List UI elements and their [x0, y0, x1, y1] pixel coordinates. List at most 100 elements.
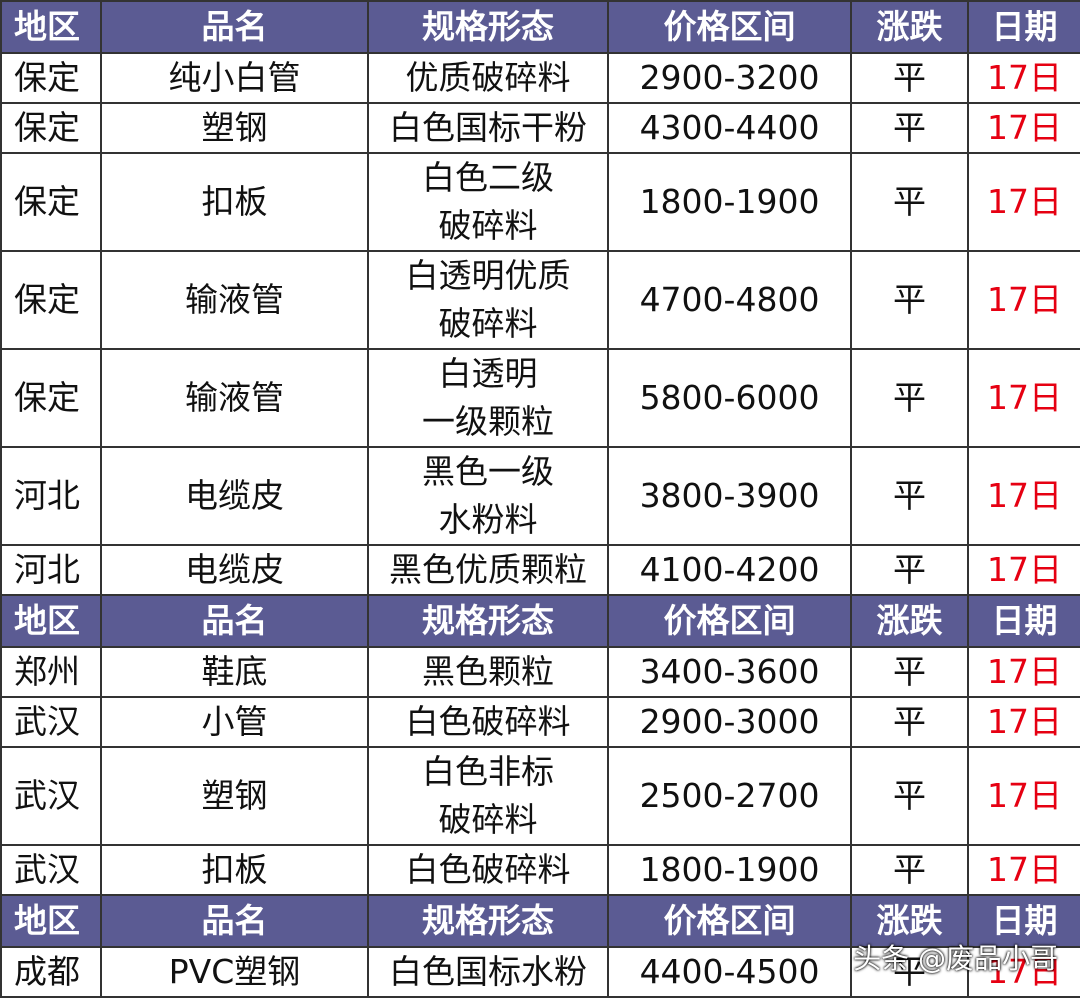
- cell: 平: [850, 446, 969, 546]
- data-row: 河北 电缆皮 黑色优质颗粒 4100-4200 平 17日: [0, 544, 1080, 596]
- header-cell: 地区: [0, 894, 102, 948]
- data-row: 武汉 小管 白色破碎料 2900-3000 平 17日: [0, 696, 1080, 748]
- cell: 电缆皮: [100, 544, 369, 596]
- cell: 纯小白管: [100, 52, 369, 104]
- cell: 3800-3900: [607, 446, 852, 546]
- header-cell: 地区: [0, 594, 102, 648]
- cell: 保定: [0, 152, 102, 252]
- data-row: 保定 扣板 白色二级 破碎料 1800-1900 平 17日: [0, 152, 1080, 252]
- data-row: 保定 输液管 白透明优质 破碎料 4700-4800 平 17日: [0, 250, 1080, 350]
- cell: 河北: [0, 544, 102, 596]
- header-cell: 规格形态: [367, 894, 609, 948]
- header-cell: 价格区间: [607, 594, 852, 648]
- header-cell: 涨跌: [850, 894, 969, 948]
- cell: 2500-2700: [607, 746, 852, 846]
- header-cell: 规格形态: [367, 594, 609, 648]
- cell: 塑钢: [100, 746, 369, 846]
- cell: 白色国标水粉: [367, 946, 609, 998]
- cell: 黑色颗粒: [367, 646, 609, 698]
- cell: 平: [850, 102, 969, 154]
- cell: 17日: [967, 102, 1080, 154]
- cell: 输液管: [100, 250, 369, 350]
- cell: 黑色一级 水粉料: [367, 446, 609, 546]
- data-row: 郑州 鞋底 黑色颗粒 3400-3600 平 17日: [0, 646, 1080, 698]
- cell: 4700-4800: [607, 250, 852, 350]
- data-row: 武汉 扣板 白色破碎料 1800-1900 平 17日: [0, 844, 1080, 896]
- cell: 平: [850, 696, 969, 748]
- cell: 输液管: [100, 348, 369, 448]
- header-cell: 日期: [967, 894, 1080, 948]
- cell: 17日: [967, 544, 1080, 596]
- cell: 保定: [0, 102, 102, 154]
- cell: 白色破碎料: [367, 844, 609, 896]
- cell: 白色破碎料: [367, 696, 609, 748]
- cell: 2900-3200: [607, 52, 852, 104]
- cell: 白色非标 破碎料: [367, 746, 609, 846]
- cell: 扣板: [100, 152, 369, 252]
- cell: 鞋底: [100, 646, 369, 698]
- cell: 4100-4200: [607, 544, 852, 596]
- cell: 武汉: [0, 844, 102, 896]
- cell: 保定: [0, 250, 102, 350]
- cell: 17日: [967, 250, 1080, 350]
- watermark: 头条 @废品小哥: [853, 942, 1058, 975]
- cell: 17日: [967, 152, 1080, 252]
- cell: 塑钢: [100, 102, 369, 154]
- cell: 17日: [967, 946, 1080, 998]
- header-cell: 规格形态: [367, 0, 609, 54]
- header-cell: 日期: [967, 0, 1080, 54]
- cell: 成都: [0, 946, 102, 998]
- header-row: 地区 品名 规格形态 价格区间 涨跌 日期: [0, 594, 1080, 648]
- cell: PVC塑钢: [100, 946, 369, 998]
- data-row: 保定 输液管 白透明 一级颗粒 5800-6000 平 17日: [0, 348, 1080, 448]
- header-cell: 地区: [0, 0, 102, 54]
- cell: 平: [850, 250, 969, 350]
- cell: 5800-6000: [607, 348, 852, 448]
- data-row: 保定 纯小白管 优质破碎料 2900-3200 平 17日: [0, 52, 1080, 104]
- header-row: 地区 品名 规格形态 价格区间 涨跌 日期: [0, 894, 1080, 948]
- header-cell: 日期: [967, 594, 1080, 648]
- header-row: 地区 品名 规格形态 价格区间 涨跌 日期: [0, 0, 1080, 54]
- cell: 武汉: [0, 696, 102, 748]
- cell: 3400-3600: [607, 646, 852, 698]
- cell: 郑州: [0, 646, 102, 698]
- cell: 1800-1900: [607, 844, 852, 896]
- cell: 4400-4500: [607, 946, 852, 998]
- header-cell: 涨跌: [850, 594, 969, 648]
- cell: 电缆皮: [100, 446, 369, 546]
- cell: 扣板: [100, 844, 369, 896]
- cell: 平: [850, 844, 969, 896]
- cell: 武汉: [0, 746, 102, 846]
- cell: 1800-1900: [607, 152, 852, 252]
- header-cell: 价格区间: [607, 0, 852, 54]
- data-row: 保定 塑钢 白色国标干粉 4300-4400 平 17日: [0, 102, 1080, 154]
- header-cell: 品名: [100, 594, 369, 648]
- cell: 白色二级 破碎料: [367, 152, 609, 252]
- cell: 平: [850, 646, 969, 698]
- cell: 17日: [967, 646, 1080, 698]
- cell: 平: [850, 152, 969, 252]
- cell: 优质破碎料: [367, 52, 609, 104]
- cell: 17日: [967, 844, 1080, 896]
- cell: 保定: [0, 348, 102, 448]
- cell: 2900-3000: [607, 696, 852, 748]
- cell: 17日: [967, 348, 1080, 448]
- cell: 平: [850, 52, 969, 104]
- cell: 河北: [0, 446, 102, 546]
- cell: 4300-4400: [607, 102, 852, 154]
- data-row: 河北 电缆皮 黑色一级 水粉料 3800-3900 平 17日: [0, 446, 1080, 546]
- cell: 17日: [967, 52, 1080, 104]
- header-cell: 品名: [100, 894, 369, 948]
- cell: 平: [850, 746, 969, 846]
- cell: 17日: [967, 746, 1080, 846]
- cell: 17日: [967, 446, 1080, 546]
- cell: 黑色优质颗粒: [367, 544, 609, 596]
- cell: 保定: [0, 52, 102, 104]
- cell: 平: [850, 348, 969, 448]
- cell: 白色国标干粉: [367, 102, 609, 154]
- header-cell: 价格区间: [607, 894, 852, 948]
- cell: 白透明 一级颗粒: [367, 348, 609, 448]
- cell: 17日: [967, 696, 1080, 748]
